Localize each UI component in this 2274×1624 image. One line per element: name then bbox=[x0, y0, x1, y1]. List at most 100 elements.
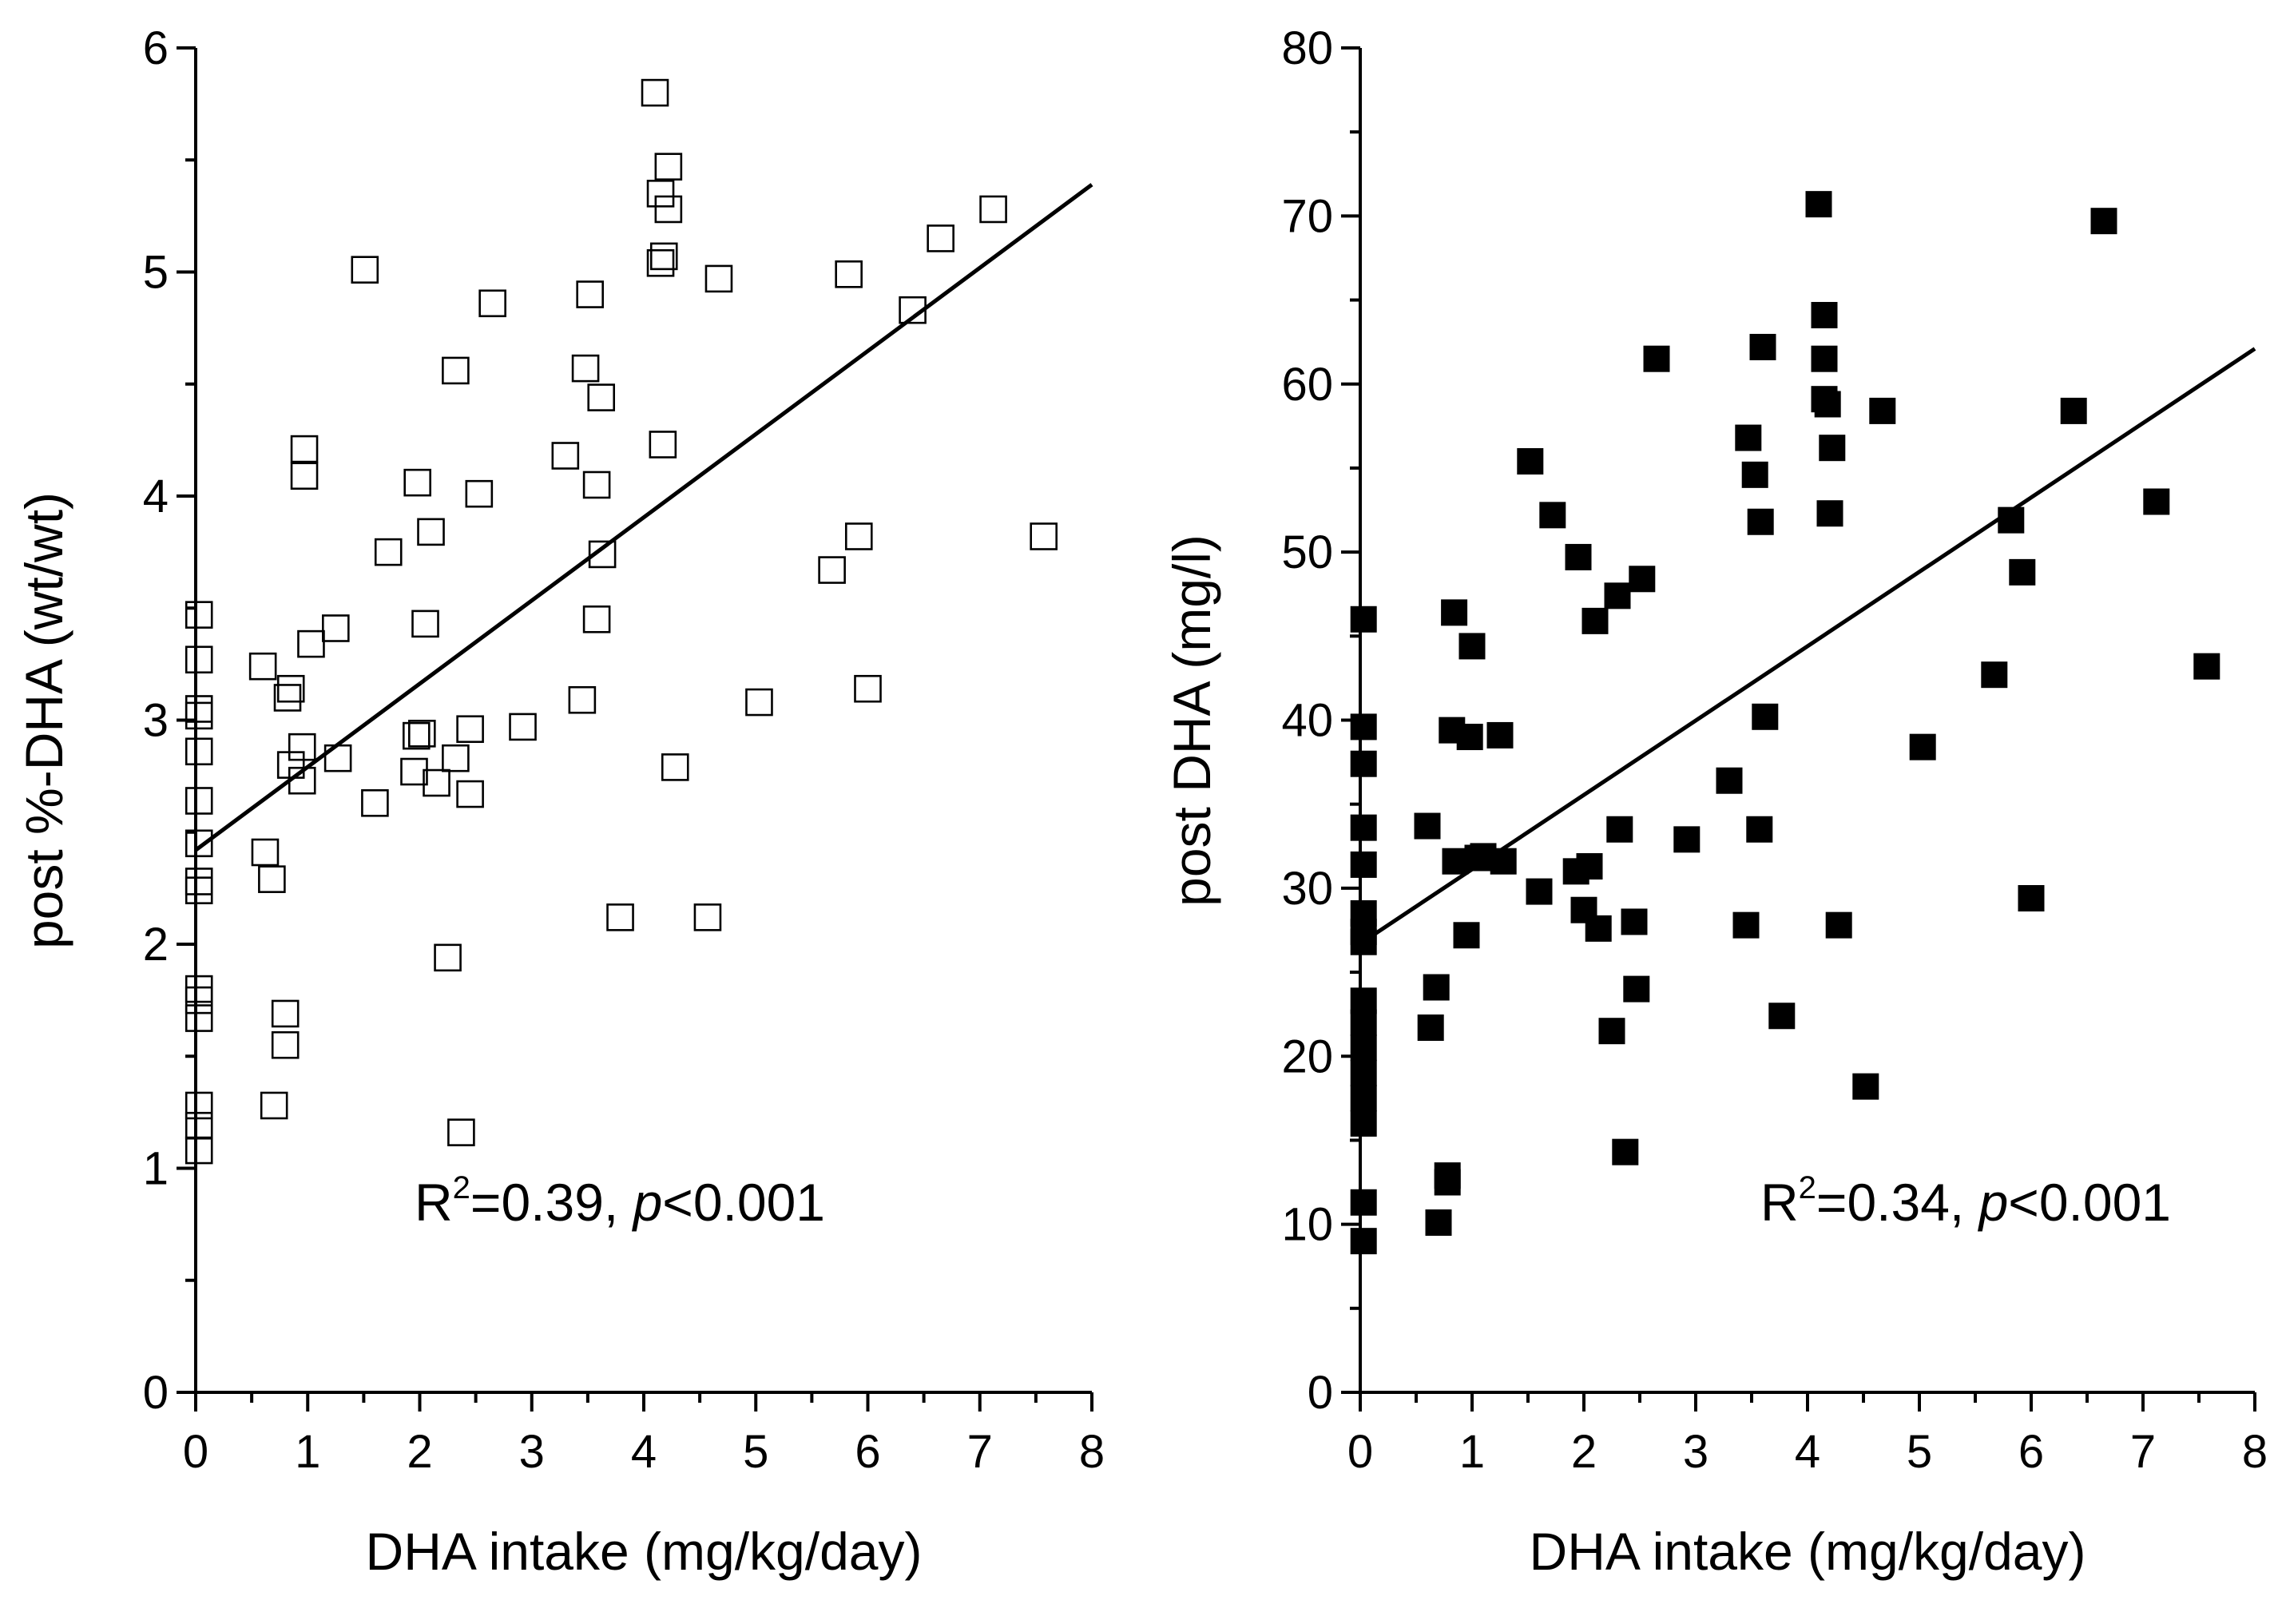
left-x-tick-label: 0 bbox=[183, 1426, 208, 1478]
right-data-point bbox=[1981, 661, 2008, 689]
right-data-point bbox=[1606, 816, 1633, 843]
right-data-point bbox=[1716, 767, 1743, 794]
right-data-point bbox=[1805, 191, 1832, 218]
right-data-point bbox=[1869, 397, 1896, 424]
left-data-point bbox=[434, 943, 462, 972]
left-data-point bbox=[646, 180, 675, 208]
left-x-tick-label: 3 bbox=[519, 1426, 545, 1478]
right-data-point bbox=[1350, 750, 1377, 777]
right-data-point bbox=[1350, 814, 1377, 841]
right-data-point bbox=[1423, 974, 1450, 1001]
right-data-point bbox=[1746, 816, 1773, 843]
left-data-point bbox=[571, 354, 600, 383]
left-x-tick-label: 7 bbox=[967, 1426, 993, 1478]
right-data-point bbox=[1768, 1003, 1796, 1030]
right-y-tick-label: 80 bbox=[1281, 22, 1333, 74]
right-data-point bbox=[1741, 461, 1768, 488]
right-x-tick-label: 8 bbox=[2242, 1426, 2268, 1478]
left-data-point bbox=[185, 1004, 213, 1032]
right-y-tick-label: 10 bbox=[1281, 1199, 1333, 1251]
right-data-point bbox=[1623, 975, 1650, 1003]
right-data-point bbox=[1732, 911, 1760, 939]
left-data-point bbox=[606, 903, 634, 931]
right-r2-sup: 2 bbox=[1799, 1170, 1816, 1205]
right-data-point bbox=[2090, 208, 2117, 235]
left-data-point bbox=[588, 540, 617, 569]
left-data-point bbox=[351, 256, 379, 284]
left-data-point bbox=[576, 280, 604, 308]
left-fit-line bbox=[194, 183, 1093, 852]
right-data-point bbox=[1673, 826, 1701, 853]
left-data-point bbox=[442, 744, 470, 772]
left-data-point bbox=[1030, 522, 1058, 550]
right-data-point bbox=[1350, 851, 1377, 878]
left-data-point bbox=[251, 838, 280, 867]
left-x-tick-label: 1 bbox=[295, 1426, 320, 1478]
right-data-point bbox=[1350, 1110, 1377, 1137]
left-data-point bbox=[260, 1091, 288, 1120]
right-y-tick-label: 20 bbox=[1281, 1030, 1333, 1082]
left-data-point bbox=[185, 986, 213, 1015]
left-x-tick-label: 5 bbox=[743, 1426, 768, 1478]
left-x-tick-label: 4 bbox=[631, 1426, 657, 1478]
left-r2-sup: 2 bbox=[453, 1170, 470, 1205]
left-data-point bbox=[649, 431, 677, 459]
left-data-point bbox=[408, 720, 436, 748]
right-data-point bbox=[1350, 1228, 1377, 1255]
left-data-point bbox=[185, 645, 213, 674]
right-data-point bbox=[2193, 653, 2220, 680]
right-data-point bbox=[1350, 1059, 1377, 1086]
right-data-point bbox=[1909, 733, 1936, 760]
left-data-point bbox=[478, 289, 506, 318]
left-data-point bbox=[185, 1136, 213, 1165]
left-data-point bbox=[465, 479, 494, 508]
left-data-point bbox=[374, 538, 403, 566]
right-data-point bbox=[1350, 606, 1377, 633]
right-y-tick-label: 0 bbox=[1308, 1367, 1333, 1419]
right-x-tick-label: 2 bbox=[1571, 1426, 1597, 1478]
left-data-point bbox=[979, 195, 1007, 224]
left-p-italic: p bbox=[632, 1173, 663, 1232]
right-data-point bbox=[2018, 884, 2045, 911]
left-data-point bbox=[248, 652, 277, 681]
right-data-point bbox=[1852, 1073, 1879, 1100]
left-data-point bbox=[927, 224, 954, 252]
right-data-point bbox=[1621, 908, 1648, 935]
right-data-point bbox=[1612, 1138, 1639, 1165]
left-data-point bbox=[423, 768, 450, 797]
right-x-tick-label: 7 bbox=[2130, 1426, 2156, 1478]
right-data-point bbox=[1350, 1009, 1377, 1036]
left-data-point bbox=[447, 1118, 475, 1146]
left-data-point bbox=[844, 522, 873, 550]
left-data-point bbox=[185, 737, 213, 766]
left-data-point bbox=[185, 1091, 213, 1120]
left-data-point bbox=[704, 264, 733, 293]
right-y-axis-title: post DHA (mg/l) bbox=[1162, 534, 1221, 907]
left-data-point bbox=[258, 865, 286, 893]
left-data-point bbox=[322, 614, 350, 642]
right-data-point bbox=[1749, 333, 1776, 360]
left-data-point bbox=[185, 876, 213, 904]
left-data-point bbox=[661, 753, 689, 781]
right-y-tick-label: 50 bbox=[1281, 526, 1333, 578]
left-r2-prefix: R bbox=[415, 1173, 453, 1232]
left-y-tick-label: 0 bbox=[143, 1367, 169, 1419]
left-data-point bbox=[185, 701, 213, 730]
right-data-point bbox=[1814, 391, 1841, 418]
left-data-point bbox=[745, 688, 773, 717]
right-p-value: <0.001 bbox=[2008, 1173, 2171, 1232]
right-data-point bbox=[1811, 345, 1838, 372]
left-data-point bbox=[276, 674, 305, 703]
right-data-point bbox=[1441, 599, 1468, 626]
right-data-point bbox=[1417, 1014, 1444, 1041]
right-x-tick-label: 1 bbox=[1459, 1426, 1485, 1478]
right-data-point bbox=[1425, 1209, 1452, 1237]
right-data-point bbox=[1350, 1085, 1377, 1112]
right-y-tick-label: 30 bbox=[1281, 863, 1333, 915]
left-data-point bbox=[185, 787, 213, 815]
right-r2-prefix: R bbox=[1760, 1173, 1799, 1232]
left-data-point bbox=[582, 471, 611, 499]
